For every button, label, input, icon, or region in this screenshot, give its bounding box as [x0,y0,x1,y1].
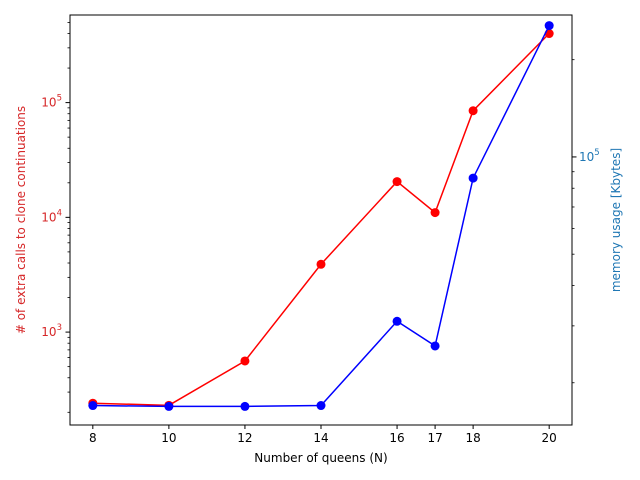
data-point-right [544,21,554,31]
right-y-axis-label: memory usage [Kbytes] [609,148,623,292]
x-tick-label: 8 [89,431,97,445]
tick-exponent: 3 [57,323,62,333]
x-tick-label: 18 [465,431,480,445]
right-y-axis-ticks: 105 [572,59,600,384]
series-line-right [92,25,550,408]
tick-exponent: 5 [594,148,599,158]
left-y-axis-label: # of extra calls to clone continuations [14,106,28,334]
x-axis-label: Number of queens (N) [254,451,387,465]
tick-exponent: 5 [57,94,62,104]
series-layer [88,21,554,411]
x-tick-label: 10 [161,431,176,445]
tick-label: 103 [41,323,62,339]
left-y-axis-ticks: 103 104 105 [41,21,70,413]
data-point-left [392,177,402,187]
x-tick-label: 20 [542,431,557,445]
data-point-left [468,106,478,116]
tick-label: 105 [41,94,62,110]
data-point-left [430,208,440,218]
data-point-right [240,401,250,411]
x-tick-label: 14 [313,431,328,445]
x-tick-label: 16 [389,431,404,445]
data-point-left [316,259,326,269]
data-point-right [316,401,326,411]
x-tick-label: 12 [237,431,252,445]
x-axis-ticks: 8 10 12 14 16 17 18 20 [89,425,557,445]
tick-label: 104 [41,208,62,224]
data-point-right [164,401,174,411]
tick-exponent: 4 [57,208,62,218]
data-point-right [468,173,478,183]
data-point-right [88,401,98,411]
data-point-right [392,316,402,326]
data-point-left [240,356,250,366]
data-point-right [430,341,440,351]
x-tick-label: 17 [427,431,442,445]
plot-frame [69,14,573,426]
tick-label: 105 [579,148,600,164]
series-line-left [92,32,550,407]
